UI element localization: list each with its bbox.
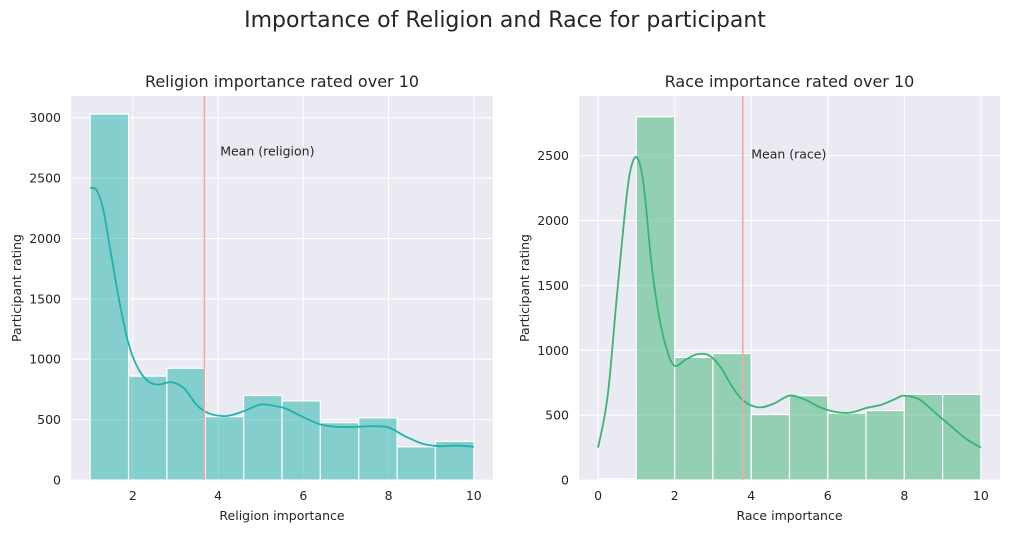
x-tick-label: 6 <box>299 488 307 503</box>
y-tick-label: 1000 <box>29 352 61 367</box>
religion-y-axis-label: Participant rating <box>9 234 24 342</box>
religion-bar-1 <box>89 113 130 481</box>
y-tick-label: 2500 <box>29 171 61 186</box>
x-tick-label: 8 <box>385 488 393 503</box>
y-tick-label: 3000 <box>29 110 61 125</box>
y-tick-label: 2000 <box>537 213 569 228</box>
x-tick-label: 2 <box>671 488 679 503</box>
race-kde-line <box>597 156 982 449</box>
religion-bar-9 <box>396 446 437 481</box>
race-bar-1 <box>597 478 638 481</box>
x-tick-label: 10 <box>466 488 482 503</box>
x-tick-label: 2 <box>129 488 137 503</box>
race-histogram-panel: Mean (race) 0 500 1000 1500 2000 2500 0 2 4 6 8 10 Ra… <box>517 72 1000 523</box>
x-tick-label: 0 <box>594 488 602 503</box>
race-bar-3 <box>674 356 714 481</box>
race-bar-9 <box>903 393 944 481</box>
x-tick-label: 10 <box>973 488 989 503</box>
y-tick-label: 2000 <box>29 231 61 246</box>
x-tick-label: 4 <box>747 488 755 503</box>
race-x-axis-label: Race importance <box>736 508 842 523</box>
race-mean-label: Mean (race) <box>751 146 826 161</box>
race-y-axis-label: Participant rating <box>517 234 532 342</box>
race-bar-7 <box>827 412 867 481</box>
religion-bar-4 <box>204 416 245 481</box>
y-tick-label: 500 <box>545 408 569 423</box>
religion-bar-7 <box>319 422 360 481</box>
y-tick-label: 1500 <box>29 291 61 306</box>
race-bar-5 <box>750 413 791 481</box>
religion-bar-10 <box>434 440 475 481</box>
race-bar-10 <box>941 393 982 481</box>
race-bar-8 <box>865 409 905 481</box>
y-tick-label: 0 <box>53 473 61 488</box>
religion-bar-2 <box>127 375 168 481</box>
x-tick-label: 8 <box>900 488 908 503</box>
religion-histogram-panel: Mean (religion) 0 500 1000 1500 2000 2500 3000 2… <box>9 72 493 523</box>
religion-bar-3 <box>166 367 206 481</box>
race-chart-title: Race importance rated over 10 <box>665 72 915 91</box>
figure-title: Importance of Religion and Race for part… <box>244 8 766 33</box>
religion-bar-6 <box>281 400 321 481</box>
religion-mean-label: Mean (religion) <box>220 144 314 159</box>
y-tick-label: 500 <box>37 412 61 427</box>
religion-chart-title: Religion importance rated over 10 <box>145 72 419 91</box>
y-tick-label: 1500 <box>537 278 569 293</box>
religion-kde-line <box>89 186 474 448</box>
y-tick-label: 2500 <box>537 148 569 163</box>
religion-x-axis-label: Religion importance <box>219 508 344 523</box>
race-bar-4 <box>712 352 752 481</box>
y-tick-label: 1000 <box>537 343 569 358</box>
x-tick-label: 6 <box>824 488 832 503</box>
x-tick-label: 4 <box>214 488 222 503</box>
religion-bar-5 <box>243 394 283 481</box>
y-tick-label: 0 <box>561 473 569 488</box>
race-bar-6 <box>788 395 829 481</box>
